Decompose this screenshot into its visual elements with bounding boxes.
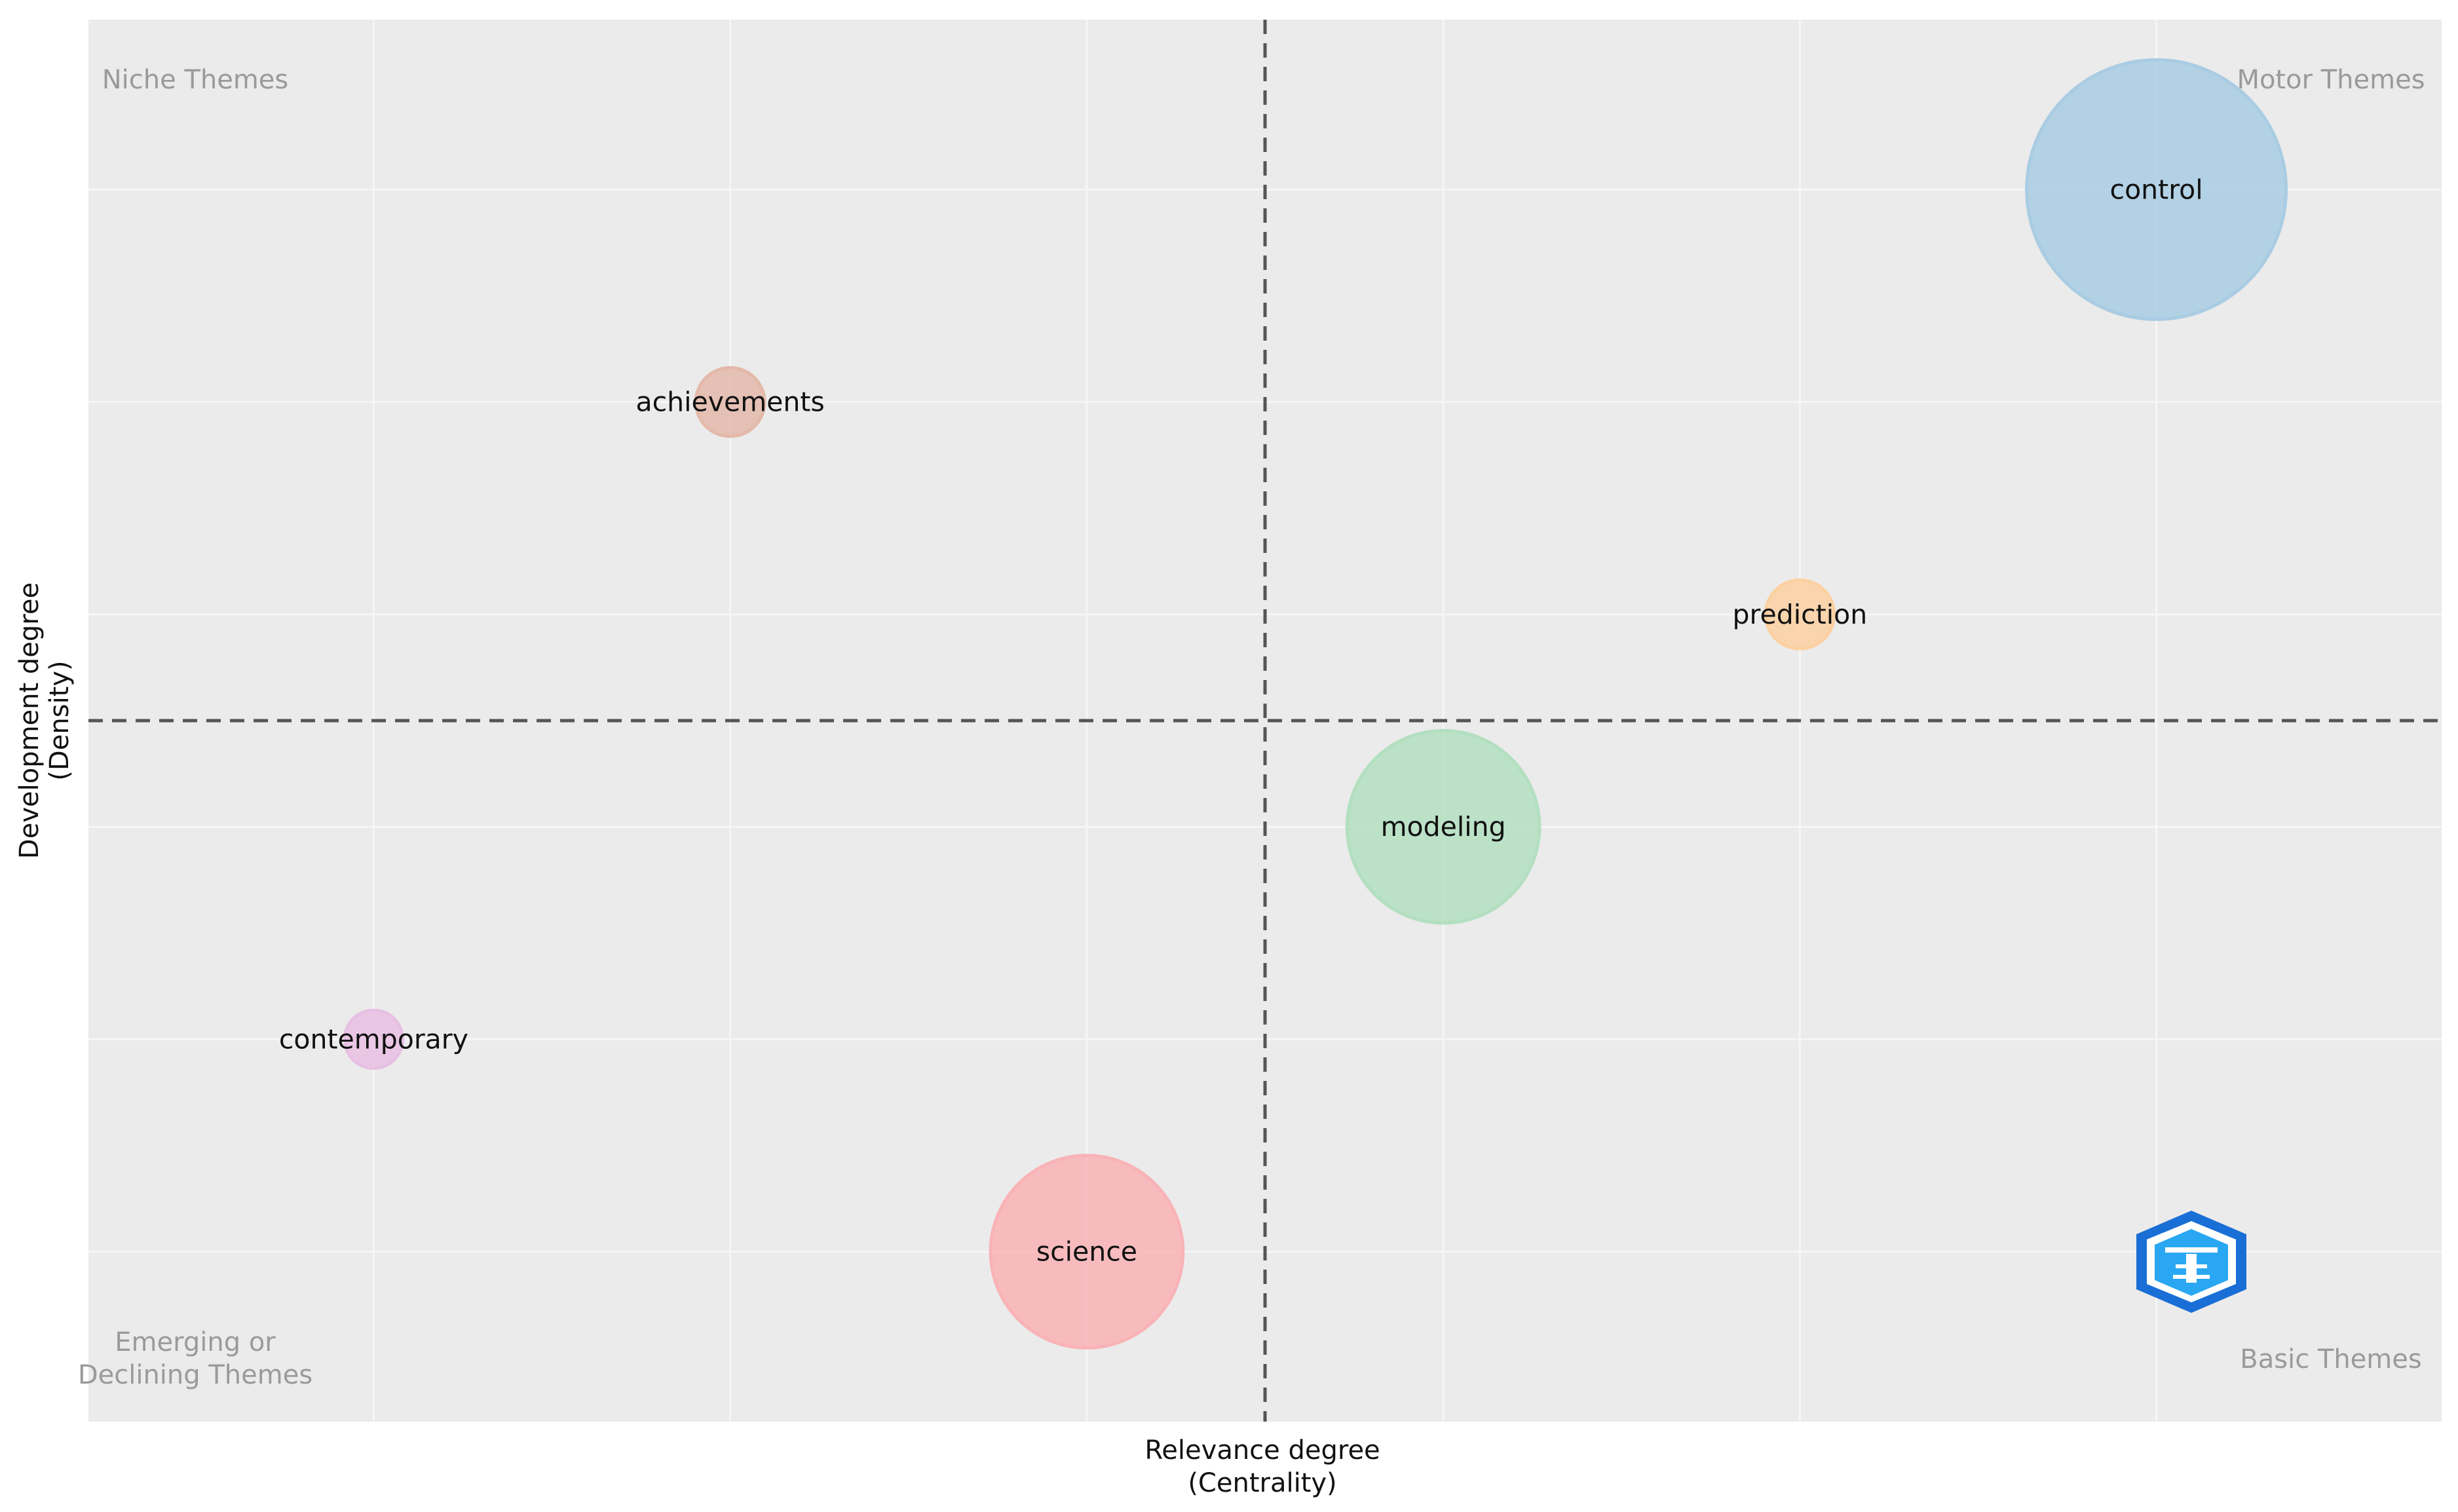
bubble-control [2025, 58, 2288, 321]
bubble-label-modeling: modeling [1381, 811, 1506, 842]
bubble-labels: control achievements prediction modeling con… [279, 174, 2203, 1267]
quadrant-label-bottom-right: Basic Themes [2240, 1344, 2421, 1374]
bubble-science [989, 1154, 1185, 1350]
bubble-label-contemporary: contemporary [279, 1023, 468, 1055]
bubble-label-achievements: achievements [635, 387, 824, 418]
bubble-modeling [1345, 728, 1541, 925]
quadrant-label-top-right: Motor Themes [2237, 65, 2425, 95]
bubble-contemporary [343, 1008, 405, 1070]
x-axis-title: Relevance degree (Centrality) [1144, 1435, 1380, 1498]
bubble-prediction [1764, 578, 1836, 651]
quadrant-label-top-left: Niche Themes [102, 65, 289, 95]
bubble-label-science: science [1036, 1236, 1137, 1268]
y-axis-title: Development degree(Density) [14, 582, 75, 859]
bubble-label-prediction: prediction [1733, 599, 1868, 630]
bubbles [343, 58, 2288, 1350]
bubble-label-control: control [2110, 174, 2203, 205]
watermark-logo [2136, 1211, 2246, 1313]
quadrant-label-bottom-left: Emerging or Declining Themes [78, 1327, 312, 1390]
quadrant-dividers [88, 20, 2442, 1422]
bubble-achievements [694, 366, 766, 438]
